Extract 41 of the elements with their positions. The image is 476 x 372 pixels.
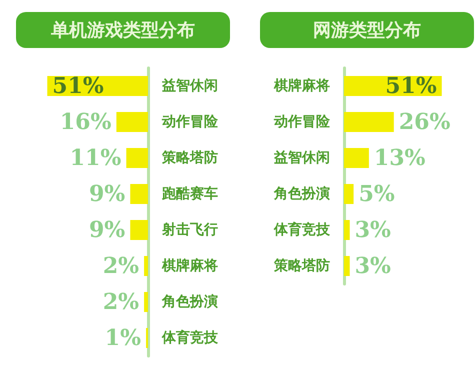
- bar: [130, 220, 148, 240]
- bar: [344, 220, 350, 240]
- y-tick-label: 策略塔防: [161, 149, 218, 166]
- bar: [344, 112, 394, 132]
- data-label: 3%: [354, 253, 392, 279]
- bar: [126, 148, 148, 168]
- y-tick-label: 动作冒险: [273, 114, 331, 130]
- y-tick-label: 动作冒险: [161, 114, 219, 130]
- bar: [116, 112, 148, 132]
- y-tick-label: 角色扮演: [273, 185, 330, 202]
- y-tick-label: 体育竞技: [273, 221, 331, 238]
- y-tick-label: 射击飞行: [161, 222, 218, 238]
- y-tick-label: 益智休闲: [161, 78, 218, 94]
- y-tick-label: 益智休闲: [273, 150, 330, 166]
- data-label: 5%: [358, 181, 395, 207]
- bar: [144, 292, 148, 312]
- y-tick-label: 棋牌麻将: [161, 257, 218, 274]
- data-label: 51%: [52, 73, 104, 99]
- data-label: 9%: [89, 181, 126, 207]
- bar: [344, 148, 369, 168]
- data-label: 11%: [70, 145, 122, 171]
- bar: [130, 184, 148, 204]
- chart-title: 单机游戏类型分布: [16, 12, 230, 48]
- data-label: 3%: [354, 217, 392, 243]
- bar: [144, 256, 148, 276]
- data-label: 2%: [102, 253, 140, 279]
- y-tick-label: 跑酷赛车: [161, 185, 218, 202]
- y-tick-label: 策略塔防: [273, 257, 330, 274]
- y-tick-label: 棋牌麻将: [273, 77, 330, 94]
- data-label: 9%: [89, 217, 126, 243]
- bar: [344, 256, 350, 276]
- y-tick-label: 角色扮演: [161, 293, 218, 310]
- chart-title: 网游类型分布: [260, 12, 474, 48]
- data-label: 2%: [102, 289, 140, 315]
- data-label: 26%: [398, 109, 450, 135]
- data-label: 51%: [385, 73, 437, 99]
- data-label: 13%: [374, 145, 426, 171]
- data-label: 1%: [104, 325, 142, 351]
- data-label: 16%: [60, 109, 112, 135]
- y-tick-label: 体育竞技: [161, 329, 219, 346]
- bar: [344, 184, 354, 204]
